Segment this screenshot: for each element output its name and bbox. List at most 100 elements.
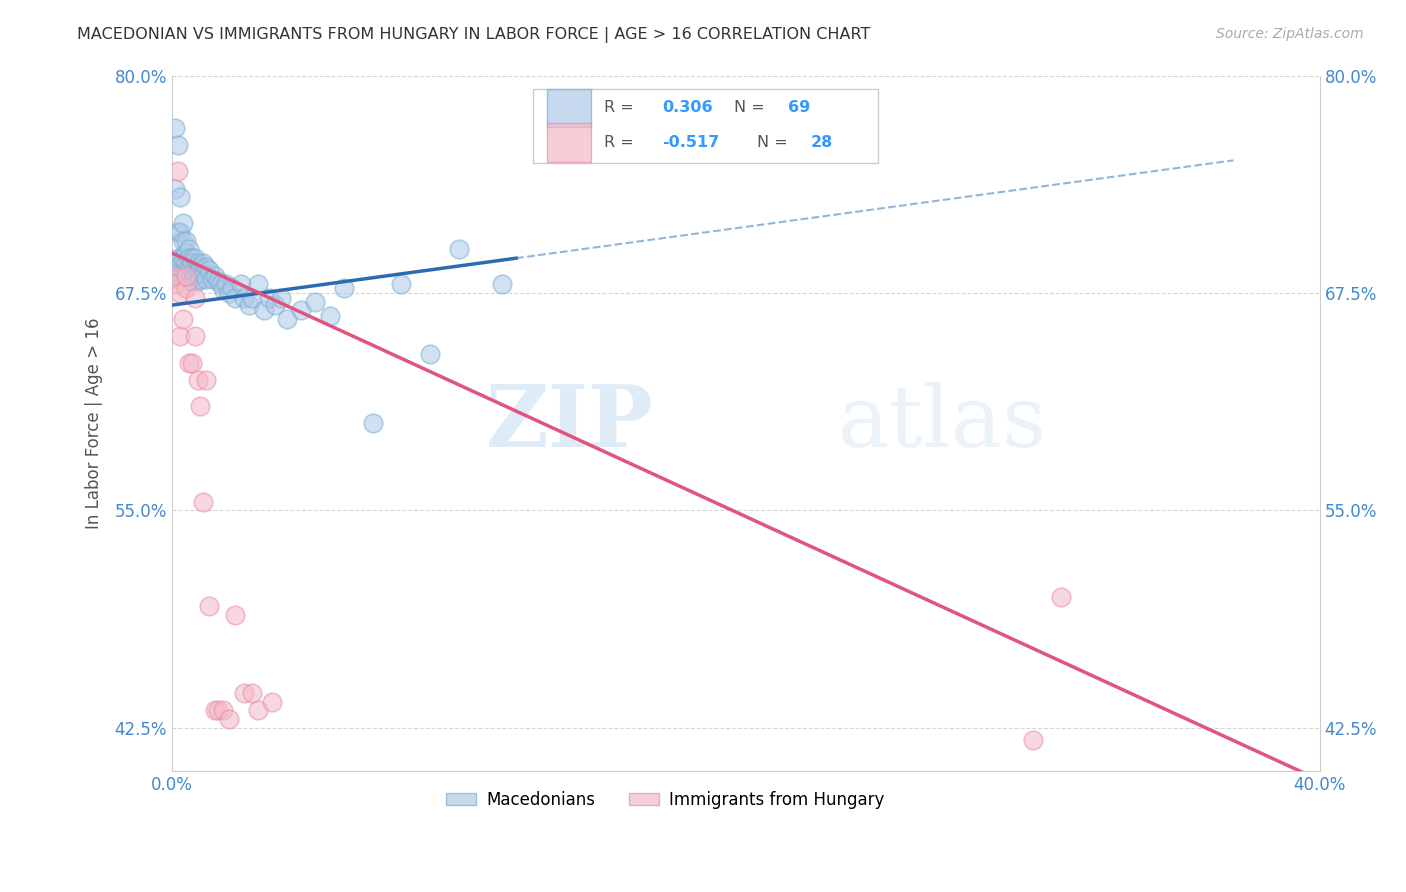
Text: N =: N = <box>758 135 787 150</box>
Text: atlas: atlas <box>838 382 1046 465</box>
Point <box>447 243 470 257</box>
Point <box>187 274 209 288</box>
Point <box>172 268 194 283</box>
Point <box>187 256 209 270</box>
Point <box>262 695 284 709</box>
Point <box>201 272 224 286</box>
Text: R =: R = <box>605 135 634 150</box>
Point <box>1021 733 1043 747</box>
Point <box>333 281 356 295</box>
Point <box>259 291 281 305</box>
Point <box>177 251 200 265</box>
Point <box>195 272 218 286</box>
Point <box>163 268 186 283</box>
Point <box>240 291 263 305</box>
Text: R =: R = <box>605 100 634 115</box>
Point <box>190 263 212 277</box>
Point <box>183 268 205 283</box>
Point <box>163 277 186 292</box>
Point <box>177 243 200 257</box>
Bar <box>547 89 591 128</box>
Point <box>195 260 218 274</box>
Point <box>252 303 274 318</box>
Point <box>166 268 188 283</box>
Point <box>204 268 226 283</box>
Point <box>183 260 205 274</box>
Point <box>172 216 194 230</box>
Point <box>174 256 197 270</box>
Text: -0.517: -0.517 <box>662 135 718 150</box>
Point <box>224 291 246 305</box>
Point <box>232 686 254 700</box>
Point <box>240 686 263 700</box>
Point <box>169 268 191 283</box>
Point <box>198 599 221 613</box>
Point <box>180 355 202 369</box>
Point <box>318 309 340 323</box>
Point <box>174 246 197 260</box>
Point <box>169 225 191 239</box>
Point <box>195 373 218 387</box>
Point <box>166 225 188 239</box>
Point <box>163 260 186 274</box>
Point <box>238 298 260 312</box>
Point <box>207 704 229 718</box>
Point <box>389 277 412 292</box>
Point <box>290 303 312 318</box>
Point <box>224 607 246 622</box>
Text: N =: N = <box>734 100 765 115</box>
Point <box>169 329 191 343</box>
Point <box>264 298 287 312</box>
Point <box>163 181 186 195</box>
Text: ZIP: ZIP <box>486 382 654 466</box>
Point <box>183 291 205 305</box>
Point <box>491 277 513 292</box>
Point <box>187 263 209 277</box>
Point <box>193 267 215 281</box>
Point <box>207 274 229 288</box>
Point <box>229 277 252 292</box>
Point <box>212 704 235 718</box>
Legend: Macedonians, Immigrants from Hungary: Macedonians, Immigrants from Hungary <box>440 784 891 815</box>
Point <box>190 260 212 274</box>
Point <box>187 373 209 387</box>
Point <box>163 120 186 135</box>
Point <box>183 329 205 343</box>
Point <box>180 267 202 281</box>
Point <box>270 291 292 305</box>
Point <box>198 263 221 277</box>
Point <box>361 417 384 431</box>
Point <box>1050 591 1073 605</box>
Point <box>174 268 197 283</box>
Point <box>246 704 269 718</box>
Point <box>177 274 200 288</box>
Point <box>177 260 200 274</box>
Point <box>166 260 188 274</box>
Point <box>166 251 188 265</box>
Text: 69: 69 <box>789 100 810 115</box>
Point <box>304 294 326 309</box>
FancyBboxPatch shape <box>533 89 877 162</box>
Text: 0.306: 0.306 <box>662 100 713 115</box>
Point <box>166 164 188 178</box>
Text: Source: ZipAtlas.com: Source: ZipAtlas.com <box>1216 27 1364 41</box>
Point <box>190 399 212 413</box>
Y-axis label: In Labor Force | Age > 16: In Labor Force | Age > 16 <box>86 318 103 529</box>
Point <box>193 494 215 508</box>
Bar <box>547 123 591 161</box>
Point <box>177 355 200 369</box>
Point <box>169 190 191 204</box>
Point <box>180 251 202 265</box>
Point <box>209 277 232 292</box>
Text: 28: 28 <box>811 135 834 150</box>
Point <box>246 277 269 292</box>
Point <box>180 256 202 270</box>
Point <box>190 272 212 286</box>
Point <box>174 234 197 248</box>
Point <box>174 268 197 283</box>
Point <box>204 704 226 718</box>
Point <box>174 281 197 295</box>
Point <box>183 251 205 265</box>
Point <box>419 347 441 361</box>
Point <box>169 285 191 300</box>
